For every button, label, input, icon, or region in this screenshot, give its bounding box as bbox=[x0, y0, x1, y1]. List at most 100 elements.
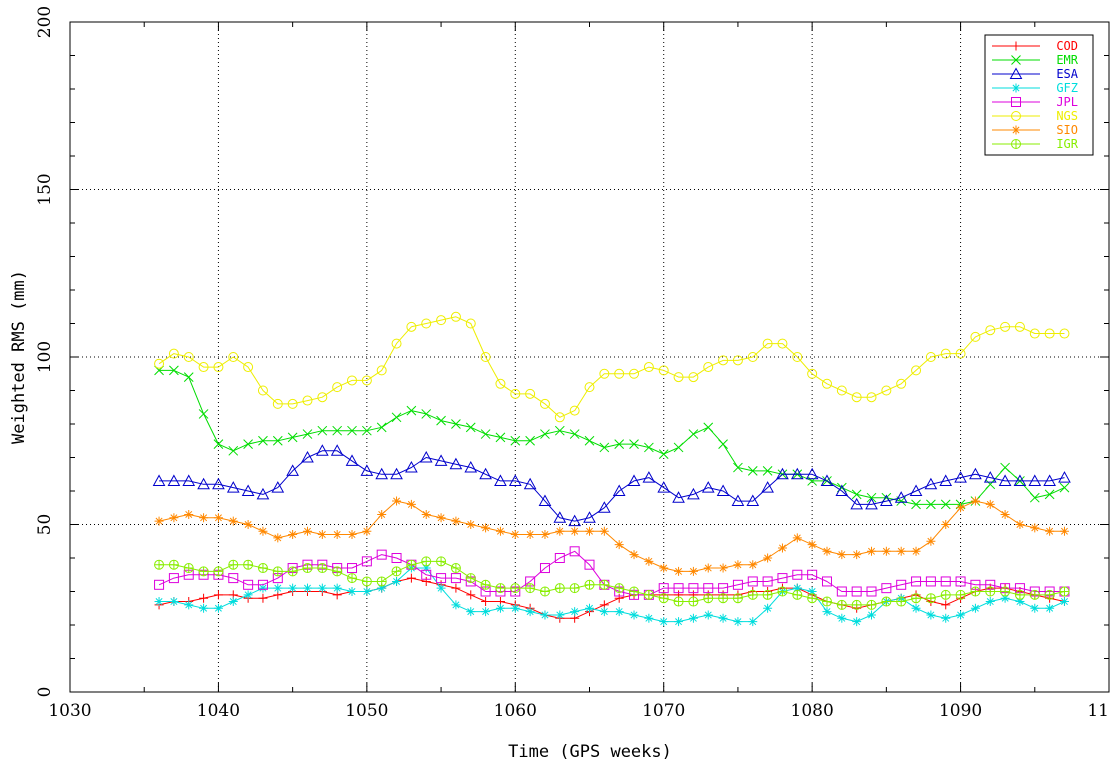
data-point-igr bbox=[807, 593, 818, 604]
data-point-emr bbox=[347, 425, 357, 436]
x-tick-label: 1040 bbox=[197, 701, 240, 721]
data-point-jpl bbox=[747, 576, 758, 587]
data-point-ngs bbox=[955, 348, 966, 359]
data-point-esa bbox=[1058, 471, 1071, 483]
data-point-esa bbox=[464, 461, 478, 473]
data-point-sio bbox=[510, 530, 520, 540]
data-point-cod bbox=[258, 593, 268, 603]
data-point-igr bbox=[614, 583, 625, 594]
data-point-gfz bbox=[941, 613, 951, 623]
data-point-emr bbox=[302, 429, 313, 439]
data-point-esa bbox=[152, 474, 166, 486]
data-point-sio bbox=[421, 509, 431, 519]
data-point-ngs bbox=[762, 338, 773, 349]
data-point-cod bbox=[213, 590, 223, 600]
data-point-ngs bbox=[1044, 328, 1055, 339]
data-point-gfz bbox=[481, 607, 491, 617]
data-point-sio bbox=[941, 520, 951, 529]
data-point-igr bbox=[168, 559, 179, 570]
data-point-sio bbox=[451, 516, 461, 526]
data-point-esa bbox=[880, 494, 893, 507]
data-point-esa bbox=[746, 494, 760, 507]
data-point-esa bbox=[642, 471, 656, 483]
x-tick-label: 1030 bbox=[48, 701, 91, 721]
data-point-esa bbox=[597, 501, 611, 513]
data-point-jpl bbox=[940, 576, 951, 587]
data-point-emr bbox=[510, 435, 521, 446]
data-point-jpl bbox=[243, 579, 254, 590]
data-point-sio bbox=[688, 566, 698, 576]
data-point-emr bbox=[362, 425, 372, 436]
data-point-gfz bbox=[555, 610, 565, 620]
y-tick-label: 50 bbox=[35, 514, 55, 536]
data-point-igr bbox=[599, 579, 610, 590]
data-point-esa bbox=[182, 474, 196, 486]
data-point-igr bbox=[154, 559, 165, 570]
data-point-sio bbox=[644, 556, 654, 566]
data-point-igr bbox=[1000, 586, 1011, 597]
data-point-emr bbox=[688, 429, 699, 439]
data-point-ngs bbox=[183, 352, 194, 362]
data-point-esa bbox=[256, 487, 270, 500]
data-point-igr bbox=[955, 589, 966, 600]
data-point-gfz bbox=[926, 610, 936, 620]
data-point-emr bbox=[584, 435, 595, 446]
data-point-sio bbox=[199, 513, 209, 523]
data-point-ngs bbox=[376, 365, 387, 376]
data-point-sio bbox=[896, 546, 906, 556]
data-point-igr bbox=[629, 586, 640, 597]
data-point-emr bbox=[272, 435, 283, 446]
data-point-gfz bbox=[718, 613, 728, 623]
data-point-ngs bbox=[569, 405, 580, 416]
data-point-igr bbox=[436, 556, 447, 567]
data-point-gfz bbox=[317, 583, 327, 593]
data-point-sio bbox=[674, 566, 684, 576]
data-point-ngs bbox=[629, 368, 640, 379]
data-point-ngs bbox=[154, 358, 165, 369]
data-point-emr bbox=[926, 499, 936, 510]
data-point-esa bbox=[687, 487, 700, 500]
data-point-igr bbox=[777, 586, 788, 597]
data-point-esa bbox=[286, 464, 299, 476]
data-point-jpl bbox=[554, 553, 565, 563]
data-point-ngs bbox=[539, 398, 550, 409]
data-point-igr bbox=[821, 596, 832, 607]
data-point-esa bbox=[583, 511, 596, 523]
data-point-esa bbox=[330, 444, 344, 456]
y-tick-label: 0 bbox=[35, 687, 55, 698]
y-tick-label: 100 bbox=[35, 341, 55, 373]
data-point-emr bbox=[198, 409, 209, 419]
data-point-emr bbox=[287, 432, 298, 443]
data-point-gfz bbox=[540, 610, 550, 620]
data-point-esa bbox=[865, 497, 878, 510]
axis-ticks: 1030 1040 1050 1060 1070 1080 1090 1100 0 50 100 15… bbox=[35, 6, 1110, 721]
series-group bbox=[152, 311, 1071, 627]
data-point-ngs bbox=[643, 362, 654, 373]
data-point-emr bbox=[866, 492, 877, 503]
data-point-emr bbox=[747, 466, 758, 476]
data-point-gfz bbox=[510, 603, 520, 613]
data-point-cod bbox=[941, 600, 951, 610]
data-point-ngs bbox=[732, 355, 743, 366]
series-line-esa bbox=[159, 450, 1065, 522]
data-point-igr bbox=[866, 599, 877, 610]
data-point-emr bbox=[332, 425, 343, 436]
data-point-esa bbox=[850, 497, 864, 510]
data-point-esa bbox=[909, 484, 923, 496]
data-point-esa bbox=[790, 467, 804, 480]
data-point-sio bbox=[703, 563, 713, 573]
data-point-sio bbox=[970, 496, 980, 506]
data-point-sio bbox=[956, 503, 966, 513]
data-point-esa bbox=[405, 461, 418, 473]
data-point-igr bbox=[539, 586, 550, 597]
data-point-igr bbox=[925, 593, 936, 604]
data-point-gfz bbox=[466, 607, 476, 617]
data-point-igr bbox=[272, 566, 283, 577]
legend-marker-gfz bbox=[1011, 83, 1021, 93]
data-point-gfz bbox=[421, 563, 431, 573]
data-point-ngs bbox=[228, 352, 239, 362]
data-point-emr bbox=[673, 442, 684, 453]
data-point-emr bbox=[480, 429, 491, 439]
data-point-jpl bbox=[168, 573, 179, 584]
data-point-emr bbox=[911, 499, 921, 510]
